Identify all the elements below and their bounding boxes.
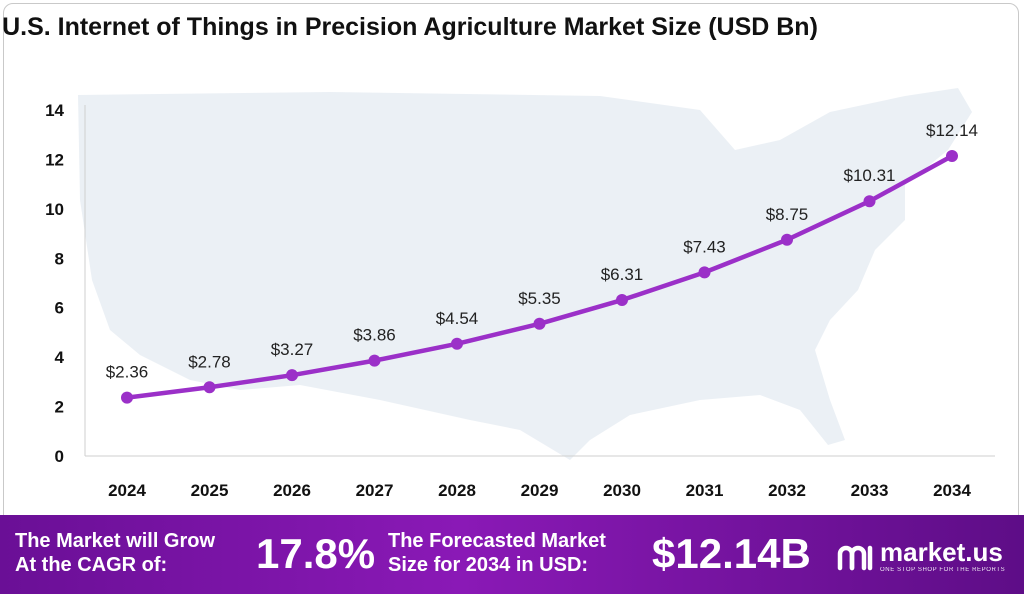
data-label: $10.31	[844, 166, 896, 185]
y-tick-label: 0	[55, 447, 64, 466]
x-tick-label: 2033	[851, 481, 889, 500]
data-point	[451, 337, 463, 350]
data-label: $2.78	[188, 352, 231, 371]
data-label: $3.27	[271, 340, 314, 359]
us-map-background	[78, 88, 972, 460]
y-tick-label: 10	[45, 200, 64, 219]
data-point	[368, 354, 381, 367]
data-point	[203, 381, 216, 394]
data-point	[533, 317, 546, 330]
data-label: $5.35	[518, 289, 561, 308]
data-label: $6.31	[601, 265, 644, 284]
x-tick-label: 2024	[108, 481, 146, 500]
forecast-label: The Forecasted Market Size for 2034 in U…	[388, 529, 606, 577]
x-tick-label: 2028	[438, 481, 476, 500]
x-tick-label: 2029	[521, 481, 559, 500]
data-label: $4.54	[436, 309, 479, 328]
market-us-logo-icon	[837, 545, 873, 571]
y-tick-label: 6	[55, 299, 64, 318]
line-chart: 0 2 4 6 8 10 12 14 2024 2025 2026 2027 2028 2029 2030 2…	[45, 88, 995, 500]
y-tick-label: 8	[55, 249, 64, 268]
y-tick-label: 14	[45, 101, 64, 120]
axes: 0 2 4 6 8 10 12 14 2024 2025 2026 2027 2028 2029 2030 2…	[45, 101, 995, 500]
data-point	[863, 195, 876, 208]
cagr-value: 17.8%	[256, 530, 376, 577]
data-label: $2.36	[106, 363, 149, 382]
brand-name: market.us	[880, 537, 1003, 567]
data-label: $12.14	[926, 121, 978, 140]
brand-tagline: ONE STOP SHOP FOR THE REPORTS	[880, 567, 1006, 573]
data-label: $8.75	[766, 205, 809, 224]
data-point	[616, 294, 628, 307]
plot-area: $2.36 $2.78 $3.27 $3.86 $4.54 $5.35 $6.31 $7.43…	[106, 121, 978, 404]
x-tick-label: 2031	[686, 481, 724, 500]
brand-logo: market.us ONE STOP SHOP FOR THE REPORTS	[836, 539, 1005, 573]
data-point	[286, 369, 298, 382]
y-tick-label: 4	[55, 348, 65, 367]
cagr-label-line1: The Market will Grow	[15, 530, 216, 552]
forecast-label-line2: Size for 2034 in USD:	[388, 554, 589, 576]
x-tick-label: 2026	[273, 481, 311, 500]
y-tick-label: 2	[55, 398, 64, 417]
data-point	[781, 233, 793, 246]
chart-title: U.S. Internet of Things in Precision Agr…	[2, 13, 818, 41]
x-tick-label: 2030	[603, 481, 641, 500]
x-tick-label: 2032	[768, 481, 806, 500]
forecast-value: $12.14B	[652, 530, 811, 577]
x-tick-label: 2027	[356, 481, 394, 500]
data-label: $3.86	[353, 326, 396, 345]
cagr-label-line2: At the CAGR of:	[15, 554, 168, 576]
data-point	[698, 266, 711, 279]
y-tick-label: 12	[45, 150, 64, 169]
x-tick-label: 2025	[191, 481, 229, 500]
cagr-label: The Market will Grow At the CAGR of:	[15, 529, 215, 577]
data-point	[946, 149, 958, 162]
data-point	[121, 391, 133, 404]
data-label: $7.43	[683, 237, 726, 256]
forecast-label-line1: The Forecasted Market	[388, 530, 606, 552]
summary-banner: The Market will Grow At the CAGR of: 17.…	[0, 515, 1024, 594]
x-tick-label: 2034	[933, 481, 971, 500]
